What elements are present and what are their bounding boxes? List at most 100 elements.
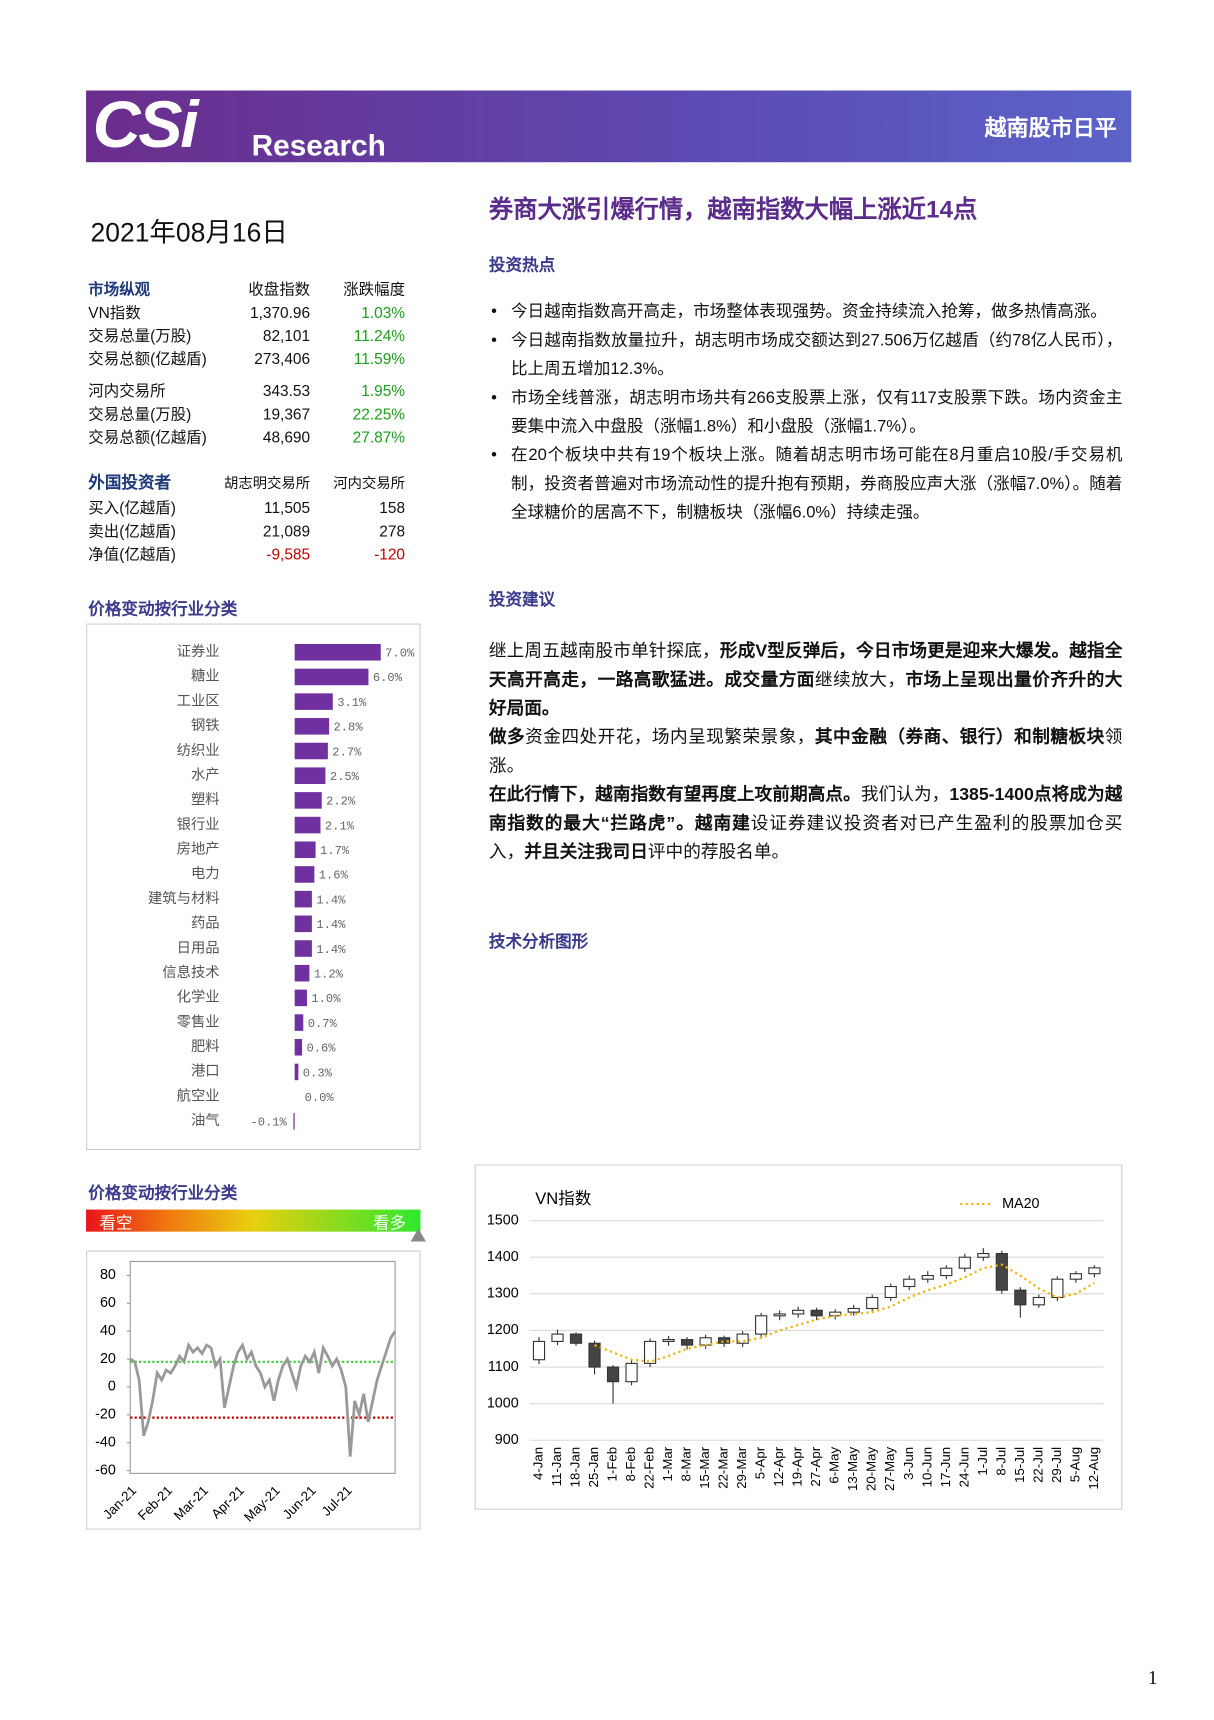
hotspot-item: 今日越南指数放量拉升，胡志明市场成交额达到27.506万亿越盾（约78亿人民币）… [491,327,1122,384]
x-tick-label: 27-Apr [808,1446,823,1486]
value-label: 1.6% [319,869,349,883]
x-tick-label: 25-Jan [586,1447,601,1487]
bar [294,668,369,686]
table-cell: 1.95% [361,381,406,400]
y-tick-label: 1300 [487,1286,519,1302]
report-name: 越南股市日平 [984,116,1117,142]
category-label: 建筑与材料 [148,890,220,907]
report-date: 2021年08月16日 [90,218,288,249]
x-tick-label: 4-Jan [531,1447,546,1480]
bullish-label: 看多 [373,1214,407,1233]
y-tick-label: 20 [100,1351,116,1367]
bearish-label: 看空 [99,1214,133,1233]
x-tick-label: Apr-21 [208,1483,247,1522]
x-tick-label: 1-Jul [975,1447,990,1476]
y-tick-label: -20 [95,1407,116,1423]
value-label: -0.1% [250,1116,287,1130]
bar [294,1063,299,1081]
chart-frame [474,1164,1123,1510]
advice-run: 在此行情下，越南指数有望再度上攻前期高点。 [488,785,861,805]
category-label: 电力 [191,865,220,882]
candle-body [532,1340,546,1361]
value-label: 0.7% [308,1017,338,1031]
candle-body [606,1366,620,1383]
candle-body [588,1342,601,1368]
value-label: 2.8% [334,721,364,735]
y-tick-label: 80 [100,1267,116,1283]
value-label: 0.3% [303,1066,333,1080]
bar [294,940,312,957]
value-label: 2.1% [325,819,355,833]
y-tick-label: 900 [495,1432,519,1448]
table-cell: 11.24% [353,326,406,345]
x-tick-label: 19-Apr [790,1446,805,1486]
y-tick-label: 1200 [487,1322,519,1338]
hotspots-title: 投资热点 [488,256,556,275]
advice-run: 今日市场更是迎来大爆发。越指全天高开高走，一路高歌猛进。成交量方面 [488,642,1123,690]
header-bar [86,90,1132,163]
y-tick-label: 60 [100,1295,116,1311]
candle-body [718,1337,731,1344]
value-label: 3.1% [337,696,367,710]
advice-run: 1385-1400点将成为越南指数的最大“拦路虎”。越南建 [488,785,1123,834]
y-tick-label: 1400 [487,1249,519,1265]
y-tick-label: -60 [95,1462,116,1478]
y-tick-label: -40 [95,1434,116,1450]
table-cell: 1,370.96 [249,303,311,322]
candle-body [903,1278,916,1288]
table-cell: 1.03% [361,303,406,322]
x-tick-label: 29-Jul [1049,1447,1064,1483]
table-cell: 买入(亿越盾) [88,498,176,517]
candle-body [755,1315,768,1335]
x-tick-label: Jun-21 [280,1483,319,1522]
x-tick-label: 22-Mar [716,1446,731,1489]
bar [294,792,322,809]
candle-body [792,1309,805,1315]
y-tick-label: 40 [100,1323,116,1339]
bar [294,890,312,908]
bar [294,767,326,784]
vn-index-chart: VN指数 900 1000 1100 1200 1300 1400 1500 4-Jan 11-J… [474,1164,1123,1510]
x-tick-label: 1-Mar [660,1446,675,1481]
sector-title: 价格变动按行业分类 [88,600,238,620]
table-cell: 交易总量(万股) [88,405,192,423]
bar [294,718,330,735]
category-label: 化学业 [177,989,220,1006]
candle-body [958,1256,971,1269]
x-tick-label: Jul-21 [319,1483,355,1519]
candle-body [1069,1273,1082,1280]
advice-run: 市场上呈现出量价齐升的大好局面。 [488,671,1123,719]
category-label: 航空业 [177,1087,220,1104]
value-label: 1.2% [314,968,344,982]
y-tick-label: 1500 [487,1212,519,1228]
hotspots-list: 今日越南指数高开高走，市场整体表现强势。资金持续流入抢筹，做多热情高涨。今日越南… [489,298,1122,528]
table-cell: 273,406 [254,349,311,368]
value-label: 0.0% [305,1091,335,1105]
bar [294,816,321,834]
x-tick-label: May-21 [241,1483,283,1525]
candle-body [921,1274,934,1280]
category-label: 工业区 [177,692,220,709]
advice-run: 评中的荐股名单。 [647,843,790,862]
x-tick-label: 27-May [882,1447,897,1492]
table-cell: 外国投资者 [88,473,172,493]
x-tick-label: 15-Jul [1012,1447,1027,1483]
value-label: 0.6% [306,1042,336,1056]
x-tick-label: 17-Jun [938,1447,953,1487]
value-label: 1.4% [316,893,346,907]
table-cell: 158 [379,498,406,517]
candle-body [810,1309,823,1317]
page-number: 1 [1147,1666,1158,1689]
x-tick-label: 8-Jul [993,1447,1008,1476]
candle-body [1088,1267,1101,1275]
x-tick-label: 29-Mar [734,1446,749,1489]
hotspot-item: 在20个板块中共有19个板块上涨。随着胡志明市场可能在8月重启10股/手交易机制… [491,441,1122,527]
x-tick-label: 20-May [864,1447,879,1492]
table-cell: VN指数 [88,303,141,322]
candle-body [1051,1278,1064,1299]
advice-run: 我们认为， [860,785,950,805]
candle-body [884,1285,897,1299]
advice-run: 继上周五越南股市单针探底， [488,642,720,662]
